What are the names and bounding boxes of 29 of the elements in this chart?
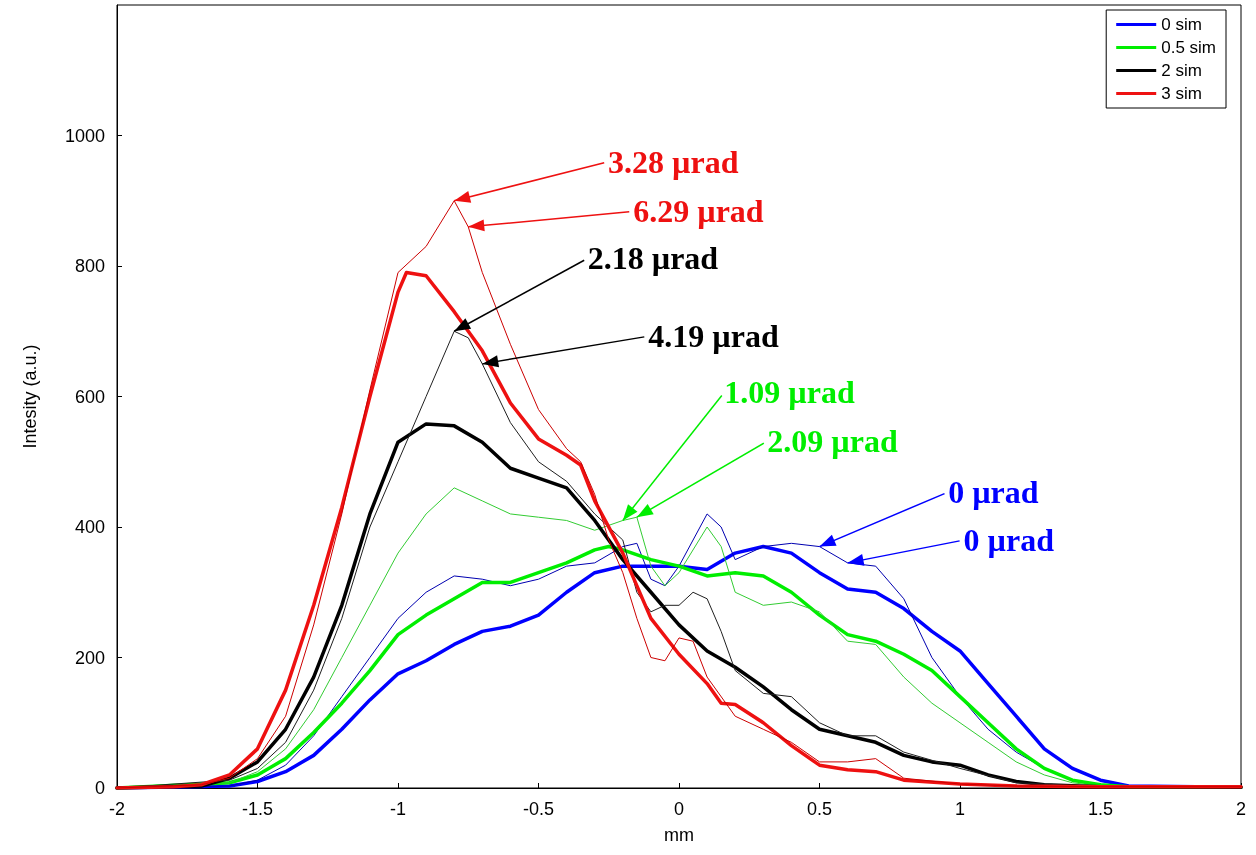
x-tick-label: 0 [673,799,685,819]
annotation: 2.09 µrad [767,423,898,460]
x-tick-label: -0.5 [522,799,555,819]
annotation: 0 µrad [963,522,1055,559]
legend-label: 0 sim [1161,15,1202,34]
annotation: 4.19 µrad [648,318,779,355]
x-axis-title: mm [664,825,694,845]
legend-label: 3 sim [1161,84,1202,103]
y-tick-label: 0 [94,778,105,798]
annotation: 2.18 µrad [587,240,719,277]
y-axis-title: Intesity (a.u.) [20,344,40,449]
y-tick-label: 800 [74,256,105,276]
x-tick-label: -2 [108,799,126,819]
x-tick-label: -1 [389,799,407,819]
annotation: 6.29 µrad [633,193,764,230]
annotation: 1.09 µrad [724,374,855,411]
x-tick-label: 0.5 [806,799,833,819]
y-tick-label: 400 [74,517,105,537]
legend-label: 2 sim [1161,61,1202,80]
y-tick-label: 1000 [64,125,105,146]
legend-label: 0.5 sim [1161,38,1216,57]
y-tick-label: 200 [74,647,105,668]
x-tick-label: 1.5 [1087,799,1114,819]
annotation: 0 µrad [948,474,1039,511]
x-tick-label: 1 [954,799,966,819]
annotation: 3.28 µrad [608,143,739,180]
x-tick-label: 2 [1235,799,1247,819]
x-tick-label: -1.5 [241,799,274,819]
y-tick-label: 600 [74,386,105,407]
